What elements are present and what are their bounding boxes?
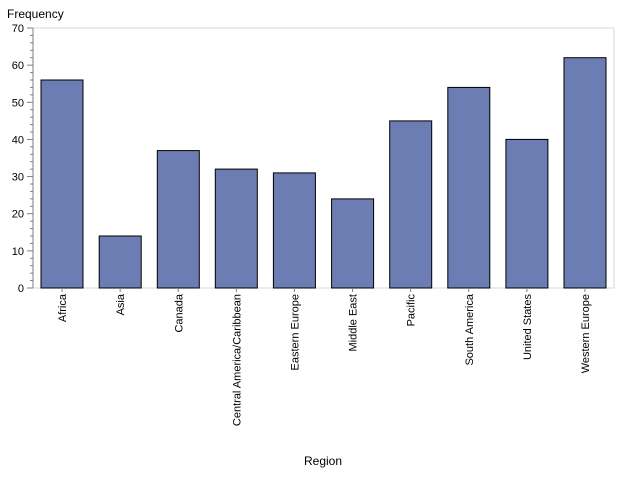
y-tick-label: 20 <box>12 209 24 221</box>
x-tick-label: Pacific <box>406 294 418 327</box>
y-axis-title: Frequency <box>7 7 64 21</box>
bar <box>563 57 607 289</box>
bar <box>505 138 549 289</box>
bar <box>447 86 491 289</box>
y-tick-label: 50 <box>12 97 24 109</box>
bar <box>272 172 316 289</box>
plot-area: 0 10 20 30 40 50 60 70 Africa Asia Canada Central A… <box>12 23 615 426</box>
bar <box>98 235 142 289</box>
x-tick-label: Middle East <box>348 294 360 351</box>
bar <box>214 168 258 289</box>
y-tick-label: 0 <box>18 283 24 295</box>
x-tick-label: Canada <box>173 293 185 332</box>
y-tick-label: 40 <box>12 134 24 146</box>
bar <box>389 120 433 289</box>
bar <box>331 198 375 289</box>
y-tick-label: 70 <box>12 23 24 35</box>
x-tick-label: Eastern Europe <box>289 294 301 370</box>
bar <box>40 79 84 289</box>
y-tick-label: 30 <box>12 172 24 184</box>
x-tick-label: Central America/Caribbean <box>231 294 243 426</box>
x-tick-label: Africa <box>57 293 69 322</box>
y-tick-label: 10 <box>12 246 24 258</box>
bar <box>156 150 200 289</box>
x-tick-label: South America <box>464 293 476 365</box>
x-tick-label: Asia <box>115 293 127 315</box>
x-tick-label: United States <box>522 294 534 361</box>
x-tick-label: Western Europe <box>580 294 592 373</box>
x-axis-title: Region <box>304 454 342 468</box>
y-tick-label: 60 <box>12 60 24 72</box>
